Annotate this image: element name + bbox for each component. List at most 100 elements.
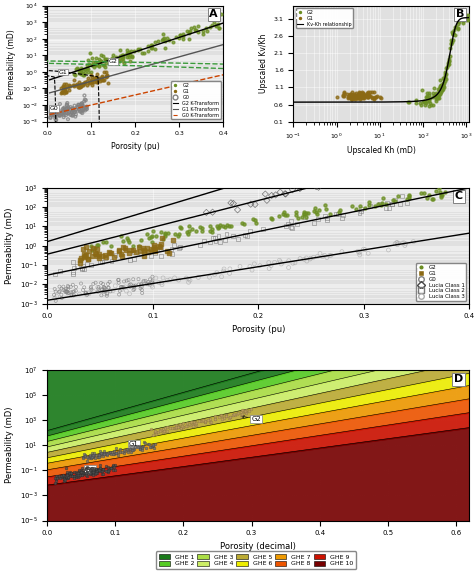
- Point: [71, 473, 78, 482]
- Point: [365, 91, 373, 100]
- Point: [359, 88, 366, 97]
- Point: [128, 446, 136, 455]
- Point: [114, 447, 121, 456]
- Point: [106, 277, 113, 287]
- Point: [148, 276, 156, 285]
- Point: [91, 244, 99, 253]
- Point: [106, 449, 114, 458]
- Point: [87, 67, 95, 76]
- Point: [448, 37, 456, 46]
- Point: [135, 280, 143, 289]
- Point: [92, 54, 100, 63]
- Point: [162, 229, 169, 239]
- Point: [185, 28, 193, 37]
- Point: [81, 249, 88, 258]
- Point: [58, 284, 65, 293]
- Point: [172, 423, 180, 432]
- Point: [76, 259, 84, 268]
- Point: [102, 462, 110, 471]
- Point: [252, 218, 260, 227]
- Point: [161, 427, 168, 436]
- Point: [300, 209, 308, 219]
- Point: [204, 415, 212, 424]
- Point: [97, 279, 105, 288]
- Point: [161, 231, 168, 240]
- Point: [389, 196, 396, 205]
- Point: [377, 164, 385, 173]
- Point: [464, 14, 472, 23]
- Point: [215, 223, 223, 232]
- Point: [421, 97, 428, 106]
- Point: [156, 427, 164, 436]
- Point: [316, 249, 324, 258]
- Point: [109, 461, 117, 470]
- Point: [58, 87, 66, 96]
- Point: [69, 105, 76, 114]
- Point: [227, 198, 235, 208]
- Point: [148, 40, 155, 49]
- Point: [75, 66, 82, 75]
- Point: [97, 285, 105, 295]
- Point: [152, 428, 159, 437]
- Point: [57, 290, 65, 299]
- Point: [75, 468, 82, 478]
- Point: [62, 472, 70, 482]
- Point: [122, 245, 130, 254]
- Point: [117, 51, 124, 61]
- Point: [88, 452, 95, 461]
- Point: [87, 261, 95, 270]
- Point: [66, 468, 74, 478]
- Point: [60, 285, 67, 295]
- Point: [104, 450, 111, 459]
- Point: [53, 292, 61, 301]
- Point: [184, 229, 191, 239]
- Point: [51, 270, 58, 279]
- Point: [99, 76, 107, 85]
- Point: [83, 472, 91, 481]
- Point: [86, 48, 94, 57]
- Point: [147, 252, 155, 261]
- Point: [49, 105, 56, 114]
- Point: [65, 108, 73, 117]
- Point: [156, 426, 164, 435]
- Point: [206, 227, 214, 236]
- Point: [282, 189, 290, 198]
- Point: [118, 232, 125, 241]
- Point: [333, 92, 340, 101]
- Point: [82, 290, 90, 299]
- Point: [168, 245, 175, 254]
- Point: [100, 283, 108, 292]
- Point: [281, 208, 288, 217]
- Point: [91, 61, 99, 70]
- Point: [124, 46, 131, 55]
- Point: [129, 241, 137, 251]
- Point: [105, 466, 112, 475]
- Point: [234, 235, 242, 244]
- Point: [130, 248, 137, 257]
- Point: [90, 466, 98, 475]
- Point: [350, 94, 357, 103]
- Text: G1: G1: [129, 442, 139, 447]
- Point: [104, 279, 112, 288]
- Point: [118, 283, 126, 292]
- Point: [60, 110, 68, 120]
- Point: [86, 451, 93, 460]
- Point: [247, 404, 255, 414]
- Point: [55, 472, 63, 481]
- Point: [340, 91, 348, 100]
- Point: [111, 460, 118, 470]
- Point: [147, 43, 155, 53]
- Point: [64, 285, 72, 294]
- Point: [112, 250, 119, 259]
- Point: [130, 282, 138, 291]
- Point: [80, 104, 88, 113]
- Point: [199, 27, 207, 36]
- Point: [427, 152, 435, 161]
- Point: [79, 466, 87, 475]
- Point: [176, 30, 184, 39]
- Point: [459, 17, 467, 26]
- Point: [51, 108, 58, 117]
- Point: [359, 90, 367, 99]
- Point: [353, 91, 361, 100]
- Point: [194, 27, 201, 36]
